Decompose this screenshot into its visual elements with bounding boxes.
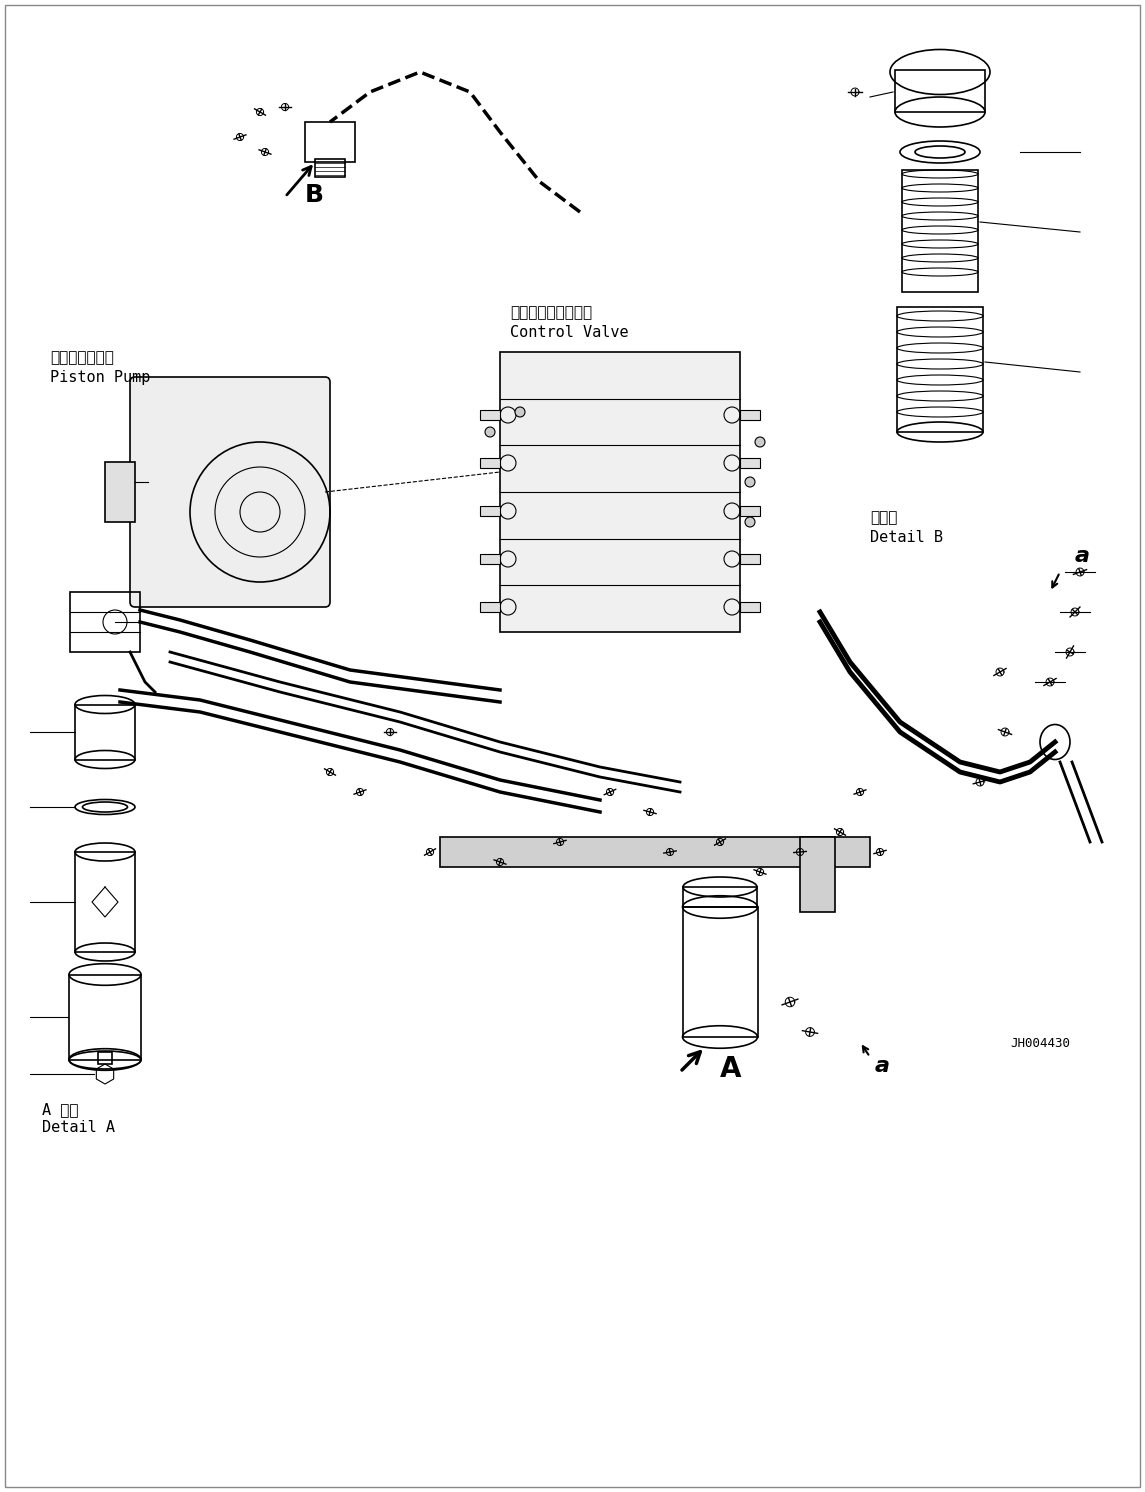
Circle shape (745, 477, 755, 486)
Bar (895, 70, 985, 112)
Bar (800, 837, 835, 912)
Bar (98, 1052, 112, 1064)
Circle shape (745, 518, 755, 527)
Text: B: B (305, 184, 324, 207)
Bar (684, 888, 757, 907)
Text: A 詳細: A 詳細 (42, 1103, 79, 1118)
Text: JH004430: JH004430 (1010, 1037, 1069, 1050)
Text: ピストンポンプ: ピストンポンプ (50, 351, 113, 366)
Text: A: A (720, 1055, 742, 1083)
Circle shape (755, 437, 765, 448)
Bar (682, 907, 758, 1037)
Bar (740, 410, 760, 421)
Circle shape (485, 427, 495, 437)
Text: Control Valve: Control Valve (510, 325, 629, 340)
Bar (76, 852, 135, 952)
Text: Detail A: Detail A (42, 1120, 114, 1135)
Bar (740, 554, 760, 564)
Bar (440, 837, 870, 867)
Bar (740, 506, 760, 516)
Bar (480, 554, 500, 564)
Bar (740, 601, 760, 612)
Bar (315, 160, 345, 178)
Bar (480, 410, 500, 421)
Bar (480, 458, 500, 468)
Text: Piston Pump: Piston Pump (50, 370, 150, 385)
Bar (897, 307, 984, 433)
FancyBboxPatch shape (131, 377, 330, 607)
Bar (480, 506, 500, 516)
Bar (740, 458, 760, 468)
Text: コントロールバルブ: コントロールバルブ (510, 304, 592, 319)
Text: Detail B: Detail B (870, 530, 943, 545)
Bar (305, 122, 355, 163)
Text: a: a (875, 1056, 890, 1076)
Bar (902, 170, 978, 292)
Bar (70, 592, 140, 652)
Bar (69, 974, 141, 1059)
Text: a: a (1075, 546, 1090, 565)
Bar (500, 352, 740, 633)
Circle shape (515, 407, 526, 416)
Bar (480, 601, 500, 612)
Bar (76, 704, 135, 759)
Text: 日詳細: 日詳細 (870, 510, 898, 525)
Bar (105, 463, 135, 522)
